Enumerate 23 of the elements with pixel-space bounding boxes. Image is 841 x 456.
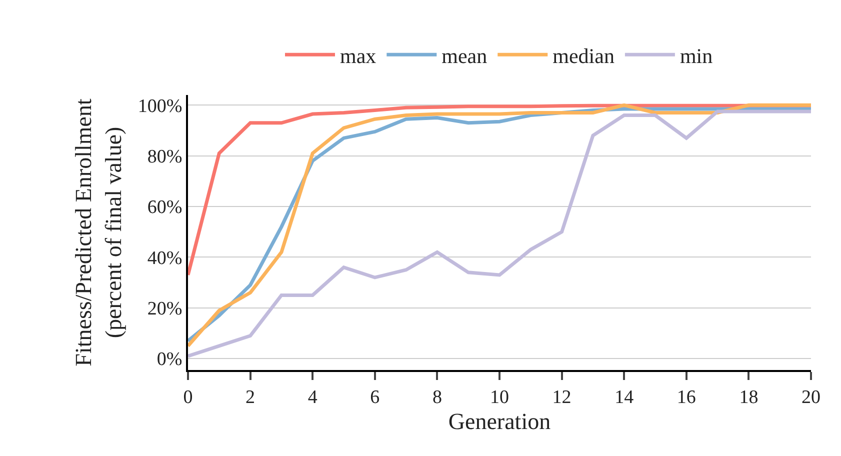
x-tick-label: 0 bbox=[183, 386, 193, 408]
x-tick-label: 6 bbox=[370, 386, 380, 408]
x-tick-label: 18 bbox=[739, 386, 758, 408]
y-tick-label: 80% bbox=[147, 146, 182, 168]
x-tick-label: 14 bbox=[614, 386, 634, 408]
legend-label: median bbox=[552, 44, 615, 68]
legend-label: mean bbox=[442, 44, 488, 68]
legend-label: min bbox=[680, 44, 714, 68]
x-tick-label: 20 bbox=[802, 386, 820, 408]
x-tick-label: 4 bbox=[308, 386, 318, 408]
y-tick-label: 20% bbox=[147, 298, 182, 320]
x-tick-label: 2 bbox=[246, 386, 256, 408]
legend-label: max bbox=[340, 44, 377, 68]
x-tick-label: 8 bbox=[432, 386, 442, 408]
y-tick-label: 40% bbox=[147, 248, 182, 269]
x-tick-label: 16 bbox=[676, 386, 696, 408]
y-tick-label: 100% bbox=[138, 96, 182, 117]
x-tick-label: 10 bbox=[490, 386, 509, 408]
y-axis-title: Fitness/Predicted Enrollment (percent of final value) bbox=[70, 98, 126, 366]
x-tick-label: 12 bbox=[552, 386, 572, 408]
y-tick-label: 0% bbox=[156, 349, 182, 370]
y-tick-label: 60% bbox=[147, 197, 182, 218]
x-axis-title: Generation bbox=[448, 408, 552, 434]
